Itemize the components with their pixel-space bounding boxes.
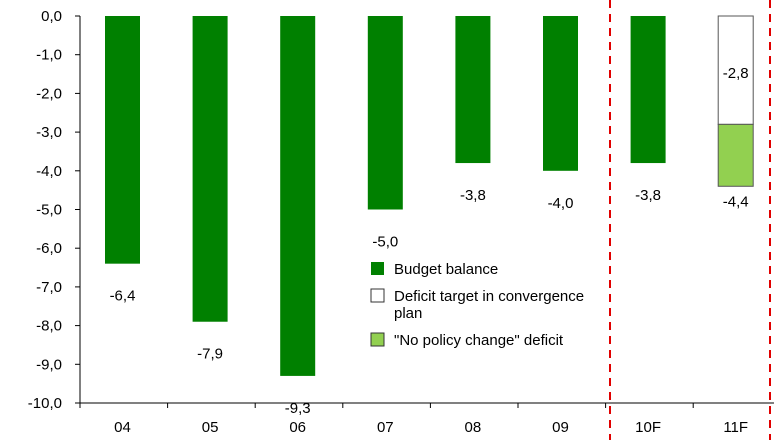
x-axis: 04 05 06 07 08 09 10F 11F (79, 402, 774, 436)
y-tick-label: -9,0 (36, 356, 62, 373)
legend-label-continued: plan (394, 305, 422, 322)
x-tick-label: 06 (289, 419, 306, 436)
x-tick-label: 04 (114, 419, 131, 436)
bar-value-label: -2,8 (723, 65, 749, 82)
x-tick-label: 05 (202, 419, 219, 436)
legend-swatch (370, 332, 385, 347)
y-tick-label: -2,0 (36, 85, 62, 102)
legend-label: Deficit target in convergence (394, 288, 584, 305)
y-tick-label: -1,0 (36, 47, 62, 64)
bar-value-label: -5,0 (372, 234, 398, 251)
bar-value-label: -7,9 (197, 346, 223, 363)
bar-budget-balance (630, 16, 666, 164)
legend-swatch (371, 262, 384, 275)
y-tick-label: -3,0 (36, 124, 62, 141)
bar-no-policy-change (717, 123, 754, 187)
bar-budget-balance (192, 16, 228, 322)
x-tick-label: 11F (723, 419, 748, 436)
x-tick-label: 10F (635, 419, 661, 436)
forecast-separators (609, 0, 771, 440)
y-tick-label: -8,0 (36, 318, 62, 335)
y-tick-label: -5,0 (36, 202, 62, 219)
legend-label: "No policy change" deficit (394, 332, 564, 349)
bar-budget-balance (105, 16, 140, 264)
x-tick-label: 07 (377, 419, 394, 436)
y-tick-label: -4,0 (36, 163, 62, 180)
y-tick-label: -10,0 (28, 395, 62, 412)
legend: Budget balance Deficit target in converge… (370, 261, 584, 349)
y-tick-label: -7,0 (36, 279, 62, 296)
bar-value-label: -4,0 (548, 195, 574, 212)
bar-value-label: -4,4 (723, 193, 749, 210)
y-tick-label: 0,0 (41, 8, 62, 25)
bar-value-label: -3,8 (635, 187, 661, 204)
bar-budget-balance (367, 16, 403, 210)
bar-budget-balance (455, 16, 491, 164)
y-tick-label: -6,0 (36, 240, 62, 257)
legend-label: Budget balance (394, 261, 498, 278)
bar-budget-balance (280, 16, 316, 376)
bar-deficit-target (717, 15, 754, 125)
bar-value-label: -9,3 (285, 400, 311, 417)
bar-budget-balance (543, 16, 578, 171)
x-tick-label: 09 (552, 419, 569, 436)
y-axis: 0,0 -1,0 -2,0 -3,0 -4,0 -5,0 -6,0 -7,0 -8,0 -9,0 -… (28, 8, 81, 412)
bar-value-label: -3,8 (460, 187, 486, 204)
bars-group: -6,4 -7,9 -9,3 -5,0 -3,8 -4,0 -3,8 -2,8 -4,4 (105, 15, 754, 417)
x-tick-label: 08 (465, 419, 482, 436)
legend-swatch (370, 288, 385, 303)
bar-value-label: -6,4 (110, 288, 136, 305)
